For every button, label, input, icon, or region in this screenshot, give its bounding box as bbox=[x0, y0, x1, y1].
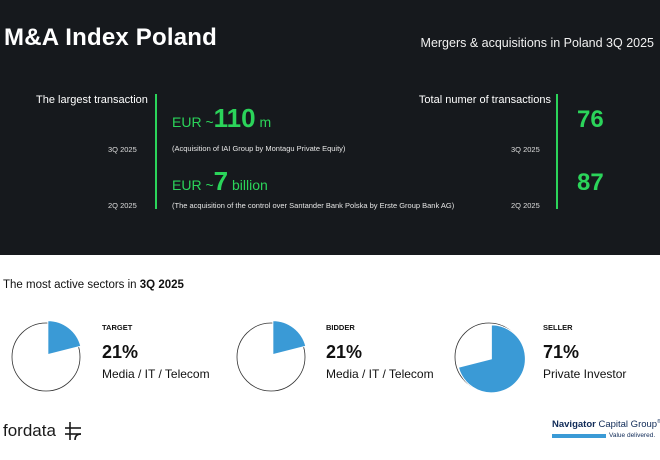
largest-transaction-label: The largest transaction bbox=[36, 94, 148, 106]
largest-q1-prefix: EUR ~ bbox=[172, 114, 214, 130]
right-divider bbox=[556, 94, 558, 209]
fordata-wordmark: fordata bbox=[3, 421, 56, 440]
pie-slice bbox=[47, 320, 82, 356]
largest-q1-amount: EUR ~110 m bbox=[172, 103, 271, 134]
largest-q2-description: (The acquisition of the control over San… bbox=[172, 201, 455, 210]
total-transactions-label: Total numer of transactions bbox=[418, 94, 551, 106]
pie-slice bbox=[457, 324, 526, 394]
fordata-symbol-icon bbox=[64, 422, 81, 441]
seller-role-label: SELLER bbox=[543, 323, 573, 332]
left-divider bbox=[155, 94, 157, 209]
navigator-logo: Navigator Capital Group® Value delivered… bbox=[552, 419, 660, 439]
navigator-tagline: Value delivered. bbox=[609, 432, 656, 440]
largest-q2-prefix: EUR ~ bbox=[172, 177, 214, 193]
total-q2-period: 2Q 2025 bbox=[511, 201, 540, 210]
target-role-label: TARGET bbox=[102, 323, 133, 332]
largest-q1-description: (Acquisition of IAI Group by Montagu Pri… bbox=[172, 144, 346, 153]
sectors-title: The most active sectors in 3Q 2025 bbox=[3, 279, 184, 291]
bidder-role-label: BIDDER bbox=[326, 323, 355, 332]
navigator-bar-stripe bbox=[552, 433, 606, 438]
largest-q1-value: 110 bbox=[213, 103, 256, 133]
largest-q2-period: 2Q 2025 bbox=[108, 201, 137, 210]
largest-q2-amount: EUR ~7 billion bbox=[172, 166, 268, 197]
bidder-percent: 21% bbox=[326, 342, 363, 362]
pie-slice bbox=[272, 320, 307, 356]
navigator-wordmark-rest: Capital Group bbox=[595, 419, 658, 431]
page-title: M&A Index Poland bbox=[4, 24, 217, 51]
seller-sector-name: Private Investor bbox=[543, 367, 627, 381]
seller-pie-chart bbox=[454, 322, 526, 394]
total-q1-period: 3Q 2025 bbox=[511, 145, 540, 154]
target-percent: 21% bbox=[102, 342, 139, 362]
navigator-wordmark-bold: Navigator bbox=[552, 419, 596, 431]
page-subtitle: Mergers & acquisitions in Poland 3Q 2025 bbox=[420, 36, 654, 50]
bidder-sector-name: Media / IT / Telecom bbox=[326, 367, 434, 381]
navigator-bar: Value delivered. bbox=[552, 432, 658, 439]
seller-percent: 71% bbox=[543, 342, 580, 362]
navigator-registered-mark: ® bbox=[657, 419, 660, 425]
target-sector-name: Media / IT / Telecom bbox=[102, 367, 210, 381]
fordata-logo: fordata bbox=[3, 421, 82, 441]
largest-q1-period: 3Q 2025 bbox=[108, 145, 137, 154]
bidder-pie-chart bbox=[236, 320, 307, 392]
sectors-title-prefix: The most active sectors in bbox=[3, 279, 140, 291]
target-pie-chart bbox=[11, 320, 82, 392]
header-panel: M&A Index Poland Mergers & acquisitions … bbox=[0, 0, 660, 255]
total-q1-count: 76 bbox=[577, 106, 604, 133]
largest-q2-unit: billion bbox=[228, 177, 268, 193]
total-q2-count: 87 bbox=[577, 169, 604, 196]
largest-q1-unit: m bbox=[255, 114, 272, 130]
navigator-wordmark: Navigator Capital Group® bbox=[552, 419, 660, 431]
largest-q2-value: 7 bbox=[213, 166, 229, 196]
sectors-title-period: 3Q 2025 bbox=[139, 279, 184, 291]
